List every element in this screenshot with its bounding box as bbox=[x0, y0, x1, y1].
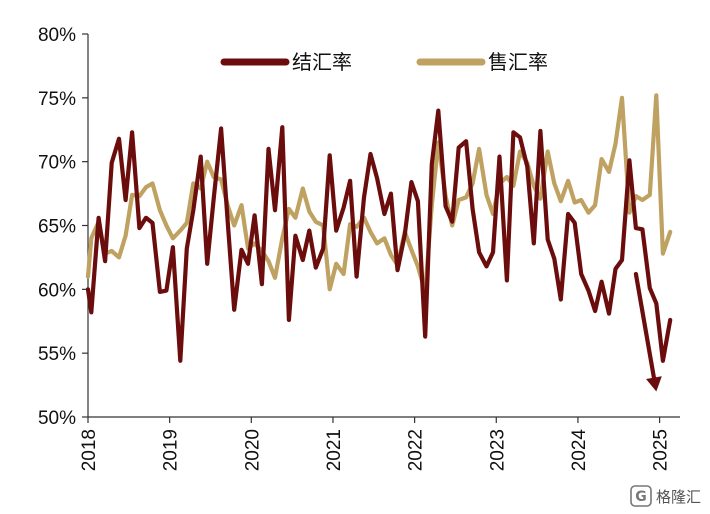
svg-text:G: G bbox=[635, 489, 647, 505]
watermark-text: 格隆汇 bbox=[656, 488, 701, 506]
chart-axes bbox=[87, 34, 680, 418]
x-tick-label: 2024 bbox=[569, 429, 590, 472]
x-axis-ticks: 2018 2019 2020 2021 2022 2023 2024 2025 bbox=[79, 417, 672, 471]
trend-arrow-head bbox=[646, 376, 662, 392]
chart-legend: 结汇率 售汇率 bbox=[220, 50, 548, 74]
series-line-0 bbox=[85, 108, 673, 363]
watermark: G 格隆汇 bbox=[630, 485, 701, 507]
x-tick-label: 2018 bbox=[79, 429, 100, 471]
y-tick-label: 80% bbox=[38, 25, 76, 46]
x-tick-label: 2020 bbox=[242, 429, 263, 471]
x-tick-label: 2019 bbox=[161, 429, 182, 471]
y-tick-label: 65% bbox=[38, 217, 76, 238]
x-tick-label: 2023 bbox=[487, 429, 508, 471]
chart-annotations bbox=[633, 271, 662, 392]
series-line-1 bbox=[85, 93, 673, 294]
y-axis-ticks: 50% 55% 60% 65% 70% 75% 80% bbox=[38, 25, 88, 429]
x-tick-label: 2021 bbox=[324, 429, 345, 471]
x-tick-label: 2025 bbox=[651, 429, 672, 471]
y-tick-label: 60% bbox=[38, 280, 76, 301]
y-tick-label: 70% bbox=[38, 153, 76, 174]
y-tick-label: 55% bbox=[38, 344, 76, 365]
legend-label: 售汇率 bbox=[488, 50, 548, 74]
x-tick-label: 2022 bbox=[406, 429, 427, 471]
logo-g-icon: G bbox=[630, 485, 652, 507]
chart-series bbox=[85, 93, 673, 363]
trend-arrow-shaft bbox=[633, 271, 657, 384]
y-tick-label: 75% bbox=[38, 89, 76, 110]
legend-label: 结汇率 bbox=[292, 50, 352, 74]
y-tick-label: 50% bbox=[38, 408, 76, 429]
